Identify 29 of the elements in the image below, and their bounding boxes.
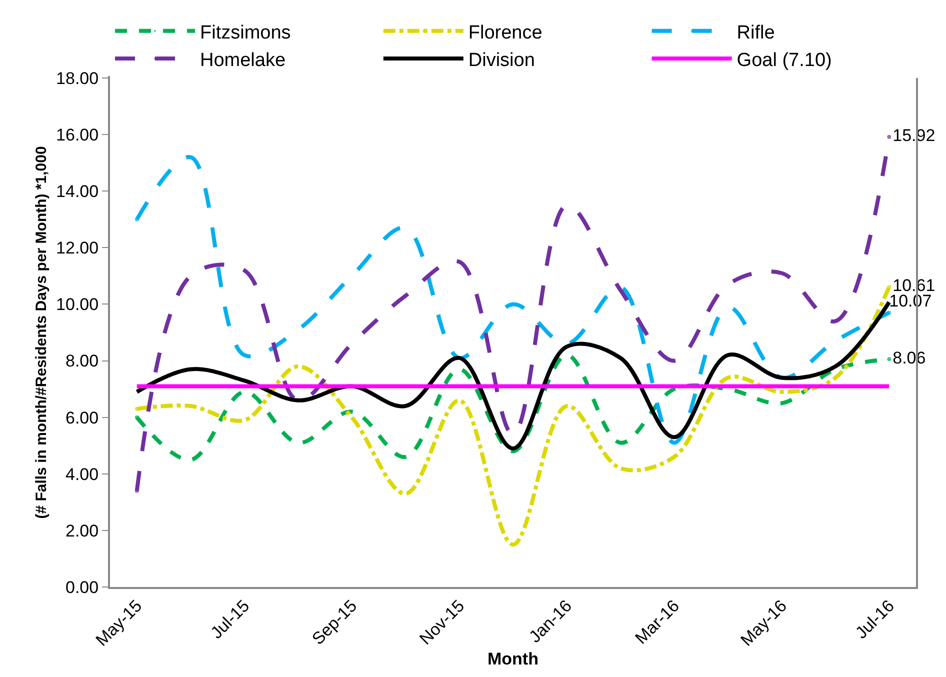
y-tick-label: 12.00 [56, 238, 99, 258]
legend-label: Goal (7.10) [736, 50, 832, 71]
y-tick-label: 0.00 [66, 578, 99, 597]
y-tick-label: 8.00 [66, 352, 99, 371]
legend-label: Fitzsimons [200, 22, 291, 44]
point [887, 310, 892, 315]
y-tick-label: 2.00 [66, 521, 99, 540]
line-series [134, 284, 892, 547]
x-axis-title: Month [488, 650, 538, 669]
point [887, 284, 892, 289]
point [134, 415, 139, 420]
line-series [134, 155, 892, 445]
legend-label: Florence [468, 22, 542, 44]
y-tick-label: 10.00 [56, 295, 99, 314]
y-tick-label: 16.00 [56, 126, 99, 145]
point [887, 357, 892, 362]
point [887, 134, 892, 139]
legend-label: Rifle [736, 22, 775, 44]
y-axis-title: (# Falls in month/#Residents Days per Month) *1,000 [32, 146, 50, 519]
line-series [134, 300, 892, 450]
point [134, 217, 139, 222]
y-tick-label: 14.00 [56, 182, 99, 202]
legend-label: Division [468, 50, 535, 71]
y-tick-label: 4.00 [66, 464, 99, 484]
legend-label: Homelake [200, 50, 286, 71]
y-tick-label: 18.00 [56, 68, 99, 88]
data-label: 8.06 [892, 348, 926, 368]
y-tick-label: 6.00 [66, 408, 99, 428]
data-label: 15.92 [892, 126, 936, 146]
